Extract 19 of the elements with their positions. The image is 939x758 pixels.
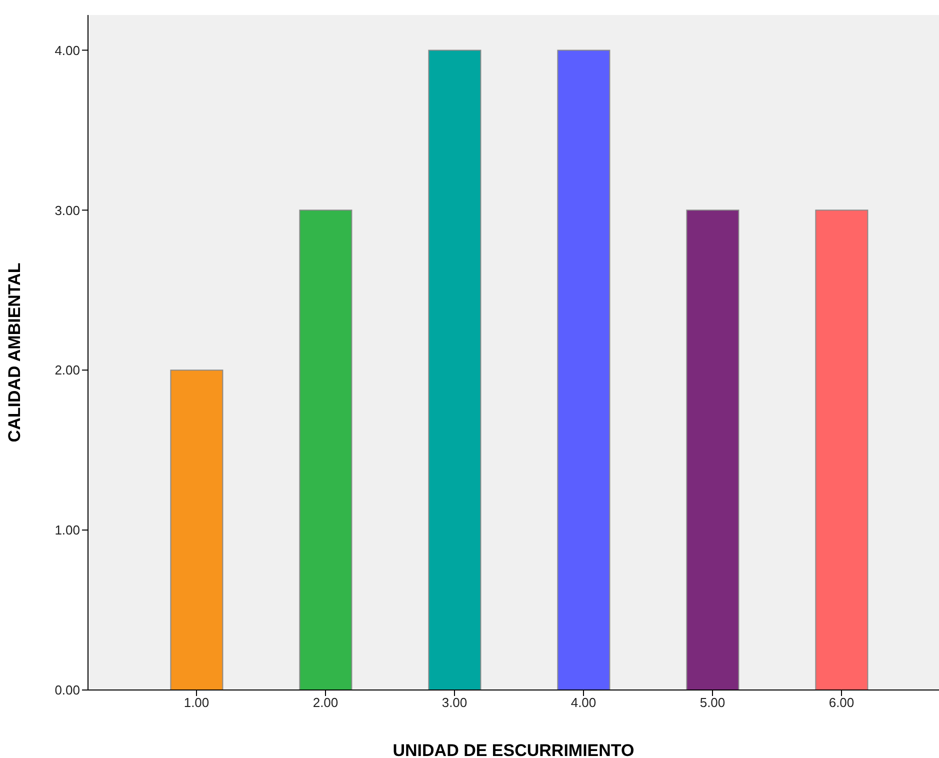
- y-tick-label: 1.00: [54, 522, 80, 538]
- x-axis-title: UNIDAD DE ESCURRIMIENTO: [392, 741, 634, 758]
- x-tick-label: 1.00: [184, 695, 210, 710]
- x-tick-label: 5.00: [700, 695, 726, 710]
- x-tick-label: 6.00: [828, 695, 854, 710]
- x-tick-label: 2.00: [312, 695, 338, 710]
- bar: [299, 210, 352, 690]
- y-tick-label: 0.00: [54, 682, 80, 698]
- x-tick-label: 4.00: [570, 695, 596, 710]
- bar: [686, 210, 740, 690]
- y-tick-label: 4.00: [54, 42, 80, 58]
- bar: [815, 210, 868, 690]
- bar: [428, 50, 482, 690]
- y-tick-label: 2.00: [54, 362, 80, 378]
- y-tick-label: 3.00: [54, 202, 80, 218]
- bar: [557, 50, 610, 690]
- y-axis-title: CALIDAD AMBIENTAL: [5, 262, 24, 442]
- bar: [170, 370, 224, 690]
- x-tick-label: 3.00: [442, 695, 468, 710]
